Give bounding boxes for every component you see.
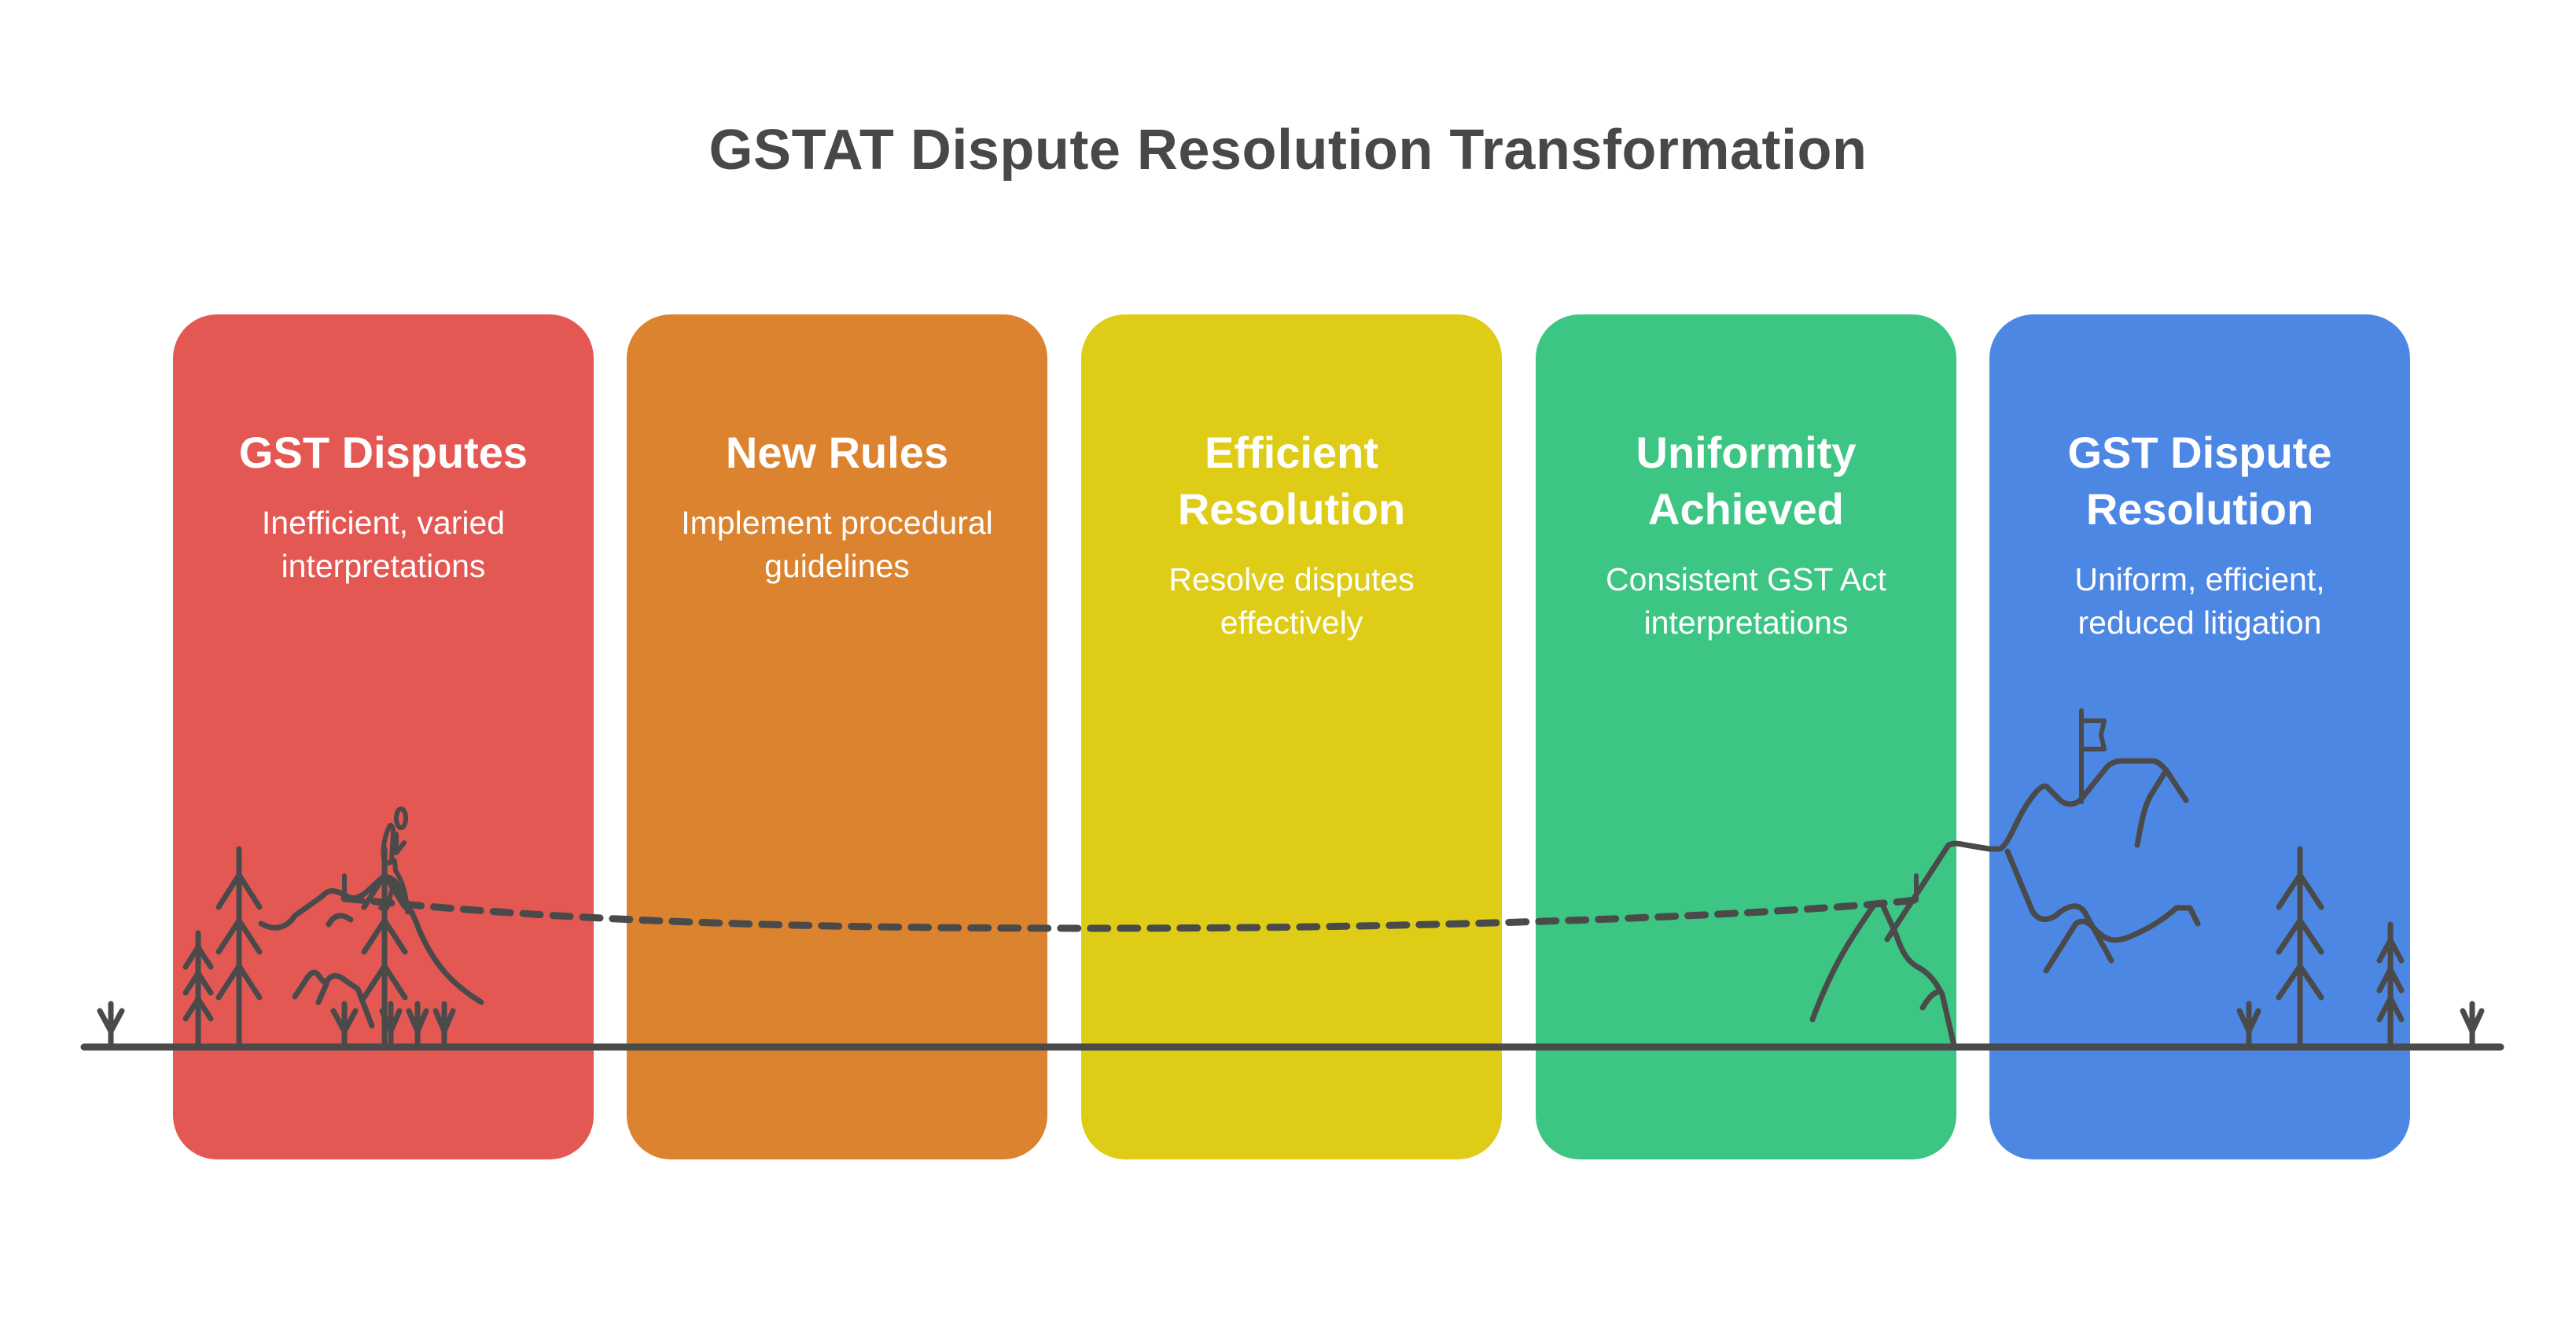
stage-title: Uniformity Achieved — [1636, 428, 1857, 534]
stage-card-efficient-resolution: Efficient Resolution Resolve disputes ef… — [1081, 314, 1502, 1159]
grass-sprout-icon — [2460, 1001, 2485, 1050]
stage-title: New Rules — [725, 428, 949, 477]
stage-card-new-rules: New Rules Implement procedural guideline… — [627, 314, 1047, 1159]
stage-title: GST Dispute Resolution — [2067, 428, 2332, 534]
stage-description: Inefficient, varied interpretations — [261, 505, 506, 584]
stage-card-gst-disputes: GST Disputes Inefficient, varied interpr… — [173, 314, 594, 1159]
grass-sprout-icon — [97, 1001, 125, 1050]
stage-description: Consistent GST Act interpretations — [1605, 561, 1886, 641]
stage-title: Efficient Resolution — [1177, 428, 1406, 534]
stage-card-uniformity-achieved: Uniformity Achieved Consistent GST Act i… — [1536, 314, 1956, 1159]
stage-description: Uniform, efficient, reduced litigation — [2074, 561, 2325, 641]
stage-title: GST Disputes — [238, 428, 528, 477]
stage-description: Implement procedural guidelines — [681, 505, 993, 584]
stage-card-gst-dispute-resolution: GST Dispute Resolution Uniform, efficien… — [1989, 314, 2410, 1159]
stage-description: Resolve disputes effectively — [1168, 561, 1415, 641]
diagram-title: GSTAT Dispute Resolution Transformation — [708, 119, 1868, 182]
